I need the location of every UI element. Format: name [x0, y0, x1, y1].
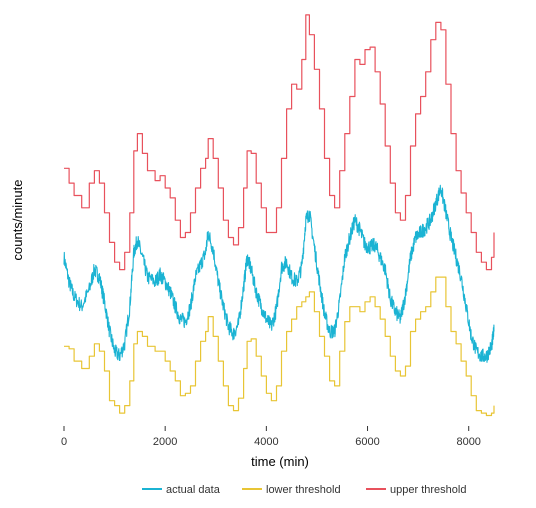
y-axis-title: counts/minute	[10, 180, 25, 261]
x-tick-label: 8000	[456, 436, 480, 448]
legend-label: lower threshold	[266, 484, 341, 496]
series-line-actual-data	[63, 184, 495, 363]
series-line-upper-threshold	[64, 14, 495, 271]
x-tick-label: 6000	[355, 436, 379, 448]
legend-label: actual data	[166, 484, 221, 496]
plot-area	[63, 14, 495, 417]
series-line-lower-threshold	[64, 276, 495, 417]
legend: actual data lower threshold upper threshol…	[142, 484, 466, 496]
x-tick-label: 2000	[153, 436, 177, 448]
x-axis: 0 2000 4000 6000 8000	[61, 426, 481, 448]
x-axis-title: time (min)	[251, 454, 309, 469]
x-tick-label: 0	[61, 436, 67, 448]
x-tick-label: 4000	[254, 436, 278, 448]
legend-label: upper threshold	[390, 484, 466, 496]
